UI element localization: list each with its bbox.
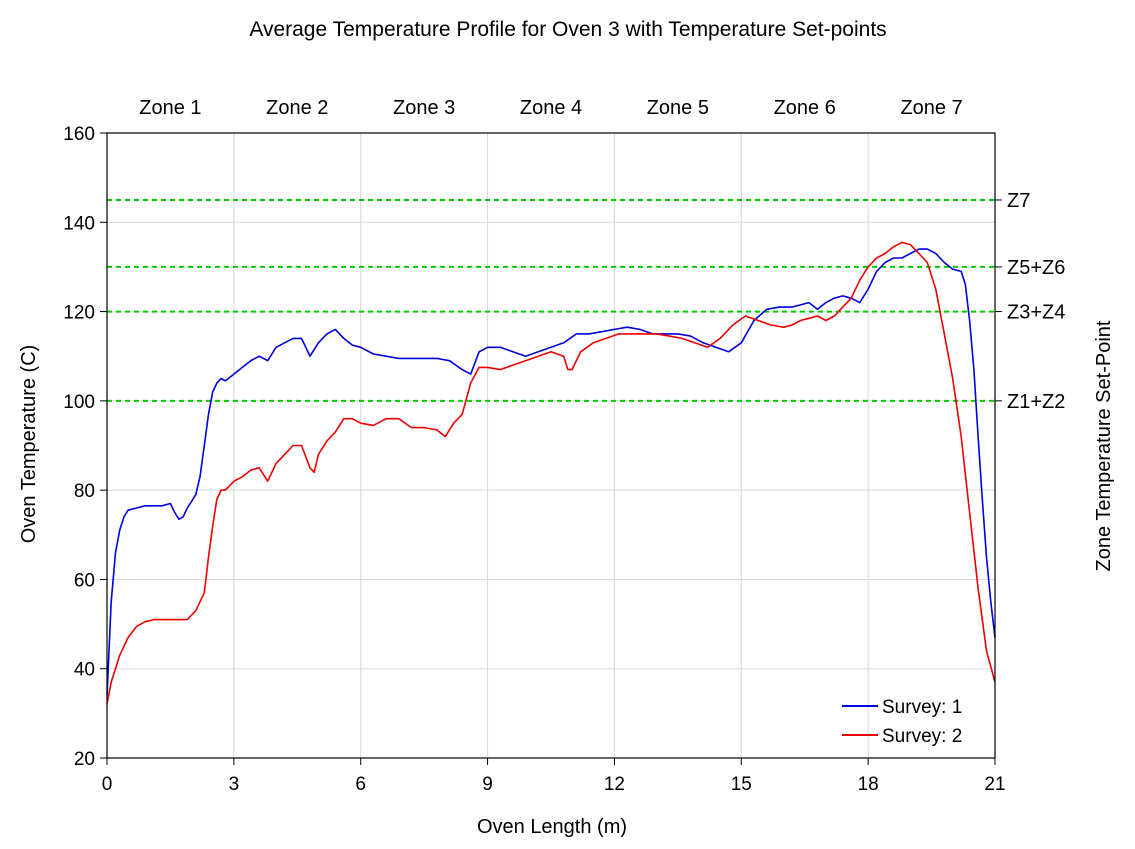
- legend-label: Survey: 1: [882, 697, 962, 718]
- zone-label: Zone 6: [774, 97, 836, 119]
- setpoint-labels: Z7 Z5+Z6 Z3+Z4 Z1+Z2: [995, 190, 1065, 413]
- setpoint-label: Z5+Z6: [1007, 257, 1065, 279]
- series-line-1: [106, 248, 996, 696]
- x-tick-label: 18: [858, 774, 879, 795]
- zone-label: Zone 1: [139, 97, 201, 119]
- grid-lines: [106, 132, 996, 759]
- zone-label: Zone 2: [266, 97, 328, 119]
- series-lines: [106, 241, 996, 705]
- x-tick-label: 0: [102, 774, 113, 795]
- x-tick-label: 9: [482, 774, 493, 795]
- y-tick-label: 100: [63, 392, 95, 413]
- series-line-2: [106, 241, 996, 705]
- y-tick-label: 80: [74, 481, 95, 502]
- zone-label: Zone 5: [647, 97, 709, 119]
- x-tick-label: 6: [355, 774, 366, 795]
- y-tick-label: 40: [74, 660, 95, 681]
- x-tick-label: 12: [604, 774, 625, 795]
- x-tick-label: 3: [229, 774, 240, 795]
- zone-label: Zone 3: [393, 97, 455, 119]
- y-tick-label: 120: [63, 303, 95, 324]
- plot-frame: [106, 132, 996, 759]
- zone-labels: Zone 1 Zone 2 Zone 3 Zone 4 Zone 5 Zone 6 Zone…: [139, 97, 962, 119]
- y-tick-label: 140: [63, 213, 95, 234]
- setpoint-label: Z7: [1007, 190, 1030, 212]
- setpoint-label: Z1+Z2: [1007, 391, 1065, 413]
- x-tick-label: 21: [984, 774, 1005, 795]
- axis-ticks: 0 3 6 9 12 15 18 21 20 40 60 80 100 120 140 160: [63, 124, 1005, 795]
- setpoint-label: Z3+Z4: [1007, 302, 1065, 324]
- zone-label: Zone 4: [520, 97, 582, 119]
- right-axis-label: Zone Temperature Set-Point: [1093, 320, 1115, 571]
- x-axis-label: Oven Length (m): [477, 816, 627, 838]
- y-tick-label: 60: [74, 570, 95, 591]
- zone-label: Zone 7: [900, 97, 962, 119]
- y-tick-label: 20: [74, 749, 95, 770]
- setpoint-lines: [107, 198, 995, 402]
- chart-title: Average Temperature Profile for Oven 3 w…: [249, 18, 886, 41]
- y-tick-label: 160: [63, 124, 95, 145]
- legend-label: Survey: 2: [882, 726, 962, 747]
- x-tick-label: 15: [731, 774, 752, 795]
- y-axis-label: Oven Temperature (C): [18, 345, 40, 544]
- legend: Survey: 1 Survey: 2: [842, 697, 962, 747]
